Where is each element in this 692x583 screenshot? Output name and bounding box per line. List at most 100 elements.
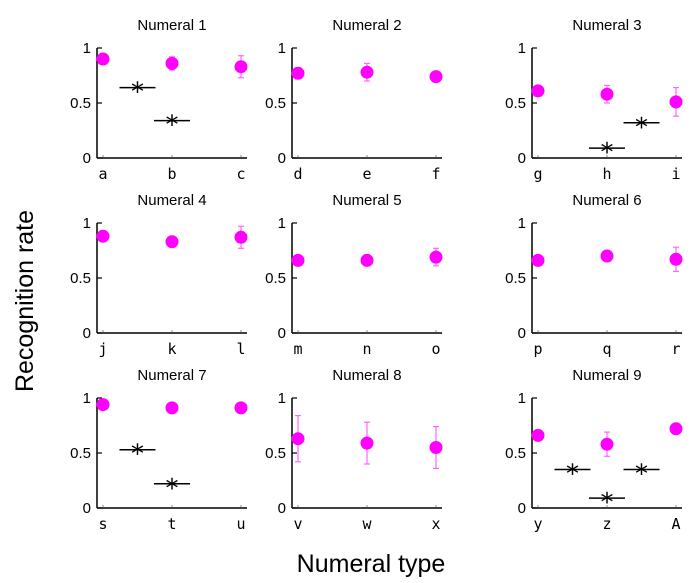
y-tick-label: 1 xyxy=(278,390,286,407)
x-tick-label: e xyxy=(362,165,371,183)
y-tick-label: 0.5 xyxy=(70,445,91,462)
y-tick-label: 0 xyxy=(518,325,526,342)
significance-star: * xyxy=(131,440,144,470)
data-point xyxy=(96,52,110,66)
x-tick-label: s xyxy=(98,515,107,533)
data-point xyxy=(234,60,248,74)
panel-4: Numeral 4 0 0.5 1 j k l xyxy=(70,192,248,358)
data-point xyxy=(429,70,443,84)
x-tick-label: h xyxy=(602,165,611,183)
x-tick-label: g xyxy=(533,165,542,183)
x-tick-label: o xyxy=(431,340,440,358)
panel-title: Numeral 3 xyxy=(572,17,641,34)
panel-2: Numeral 2 0 0.5 1 d e f xyxy=(265,17,443,183)
x-tick-label: t xyxy=(167,515,176,533)
y-tick-label: 0 xyxy=(278,500,286,517)
panel-title: Numeral 8 xyxy=(332,367,401,384)
panel-title: Numeral 7 xyxy=(137,367,206,384)
x-tick-label: a xyxy=(98,165,107,183)
data-point xyxy=(360,436,374,450)
y-tick-label: 0.5 xyxy=(265,445,286,462)
data-point xyxy=(234,401,248,415)
x-tick-label: w xyxy=(362,515,372,533)
data-point xyxy=(429,250,443,264)
y-tick-label: 1 xyxy=(278,215,286,232)
y-tick-label: 0 xyxy=(83,150,91,167)
y-tick-label: 0 xyxy=(278,325,286,342)
y-tick-label: 0 xyxy=(83,325,91,342)
y-axis-label: Recognition rate xyxy=(11,210,39,392)
x-tick-label: p xyxy=(533,340,542,358)
y-tick-label: 0 xyxy=(278,150,286,167)
data-point xyxy=(669,95,683,109)
panel-6: Numeral 6 0 0.5 1 p q r xyxy=(505,192,683,358)
panel-title: Numeral 6 xyxy=(572,192,641,209)
y-tick-label: 0.5 xyxy=(70,95,91,112)
x-tick-label: x xyxy=(431,515,440,533)
x-tick-label: u xyxy=(236,515,245,533)
data-point xyxy=(96,398,110,412)
data-point xyxy=(531,253,545,267)
data-point xyxy=(600,87,614,101)
panel-9: Numeral 9 0 0.5 1 y z A * * * xyxy=(505,367,683,533)
x-tick-label: b xyxy=(167,165,176,183)
panel-title: Numeral 1 xyxy=(137,17,206,34)
y-tick-label: 1 xyxy=(518,40,526,57)
data-point xyxy=(600,249,614,263)
y-tick-label: 1 xyxy=(278,40,286,57)
y-tick-label: 0.5 xyxy=(505,95,526,112)
panel-5: Numeral 5 0 0.5 1 m n o xyxy=(265,192,443,358)
panel-title: Numeral 5 xyxy=(332,192,401,209)
x-tick-label: n xyxy=(362,340,371,358)
data-point xyxy=(531,428,545,442)
y-tick-label: 1 xyxy=(518,390,526,407)
data-point xyxy=(600,437,614,451)
x-tick-label: z xyxy=(602,515,611,533)
data-point xyxy=(165,56,179,70)
y-tick-label: 0 xyxy=(518,500,526,517)
panel-title: Numeral 4 xyxy=(137,192,206,209)
y-tick-label: 1 xyxy=(83,40,91,57)
data-point xyxy=(531,84,545,98)
data-point xyxy=(291,432,305,446)
x-tick-label: A xyxy=(671,515,680,533)
x-tick-label: i xyxy=(671,165,680,183)
x-axis-label: Numeral type xyxy=(297,550,446,578)
x-tick-label: m xyxy=(293,340,302,358)
y-tick-label: 0.5 xyxy=(505,270,526,287)
y-tick-label: 1 xyxy=(83,215,91,232)
x-tick-label: f xyxy=(431,165,440,183)
x-tick-label: r xyxy=(671,340,680,358)
data-point xyxy=(429,441,443,454)
x-tick-label: k xyxy=(167,340,176,358)
significance-star: * xyxy=(635,460,648,490)
data-point xyxy=(291,66,305,80)
data-point xyxy=(360,65,374,79)
data-point xyxy=(360,253,374,267)
data-point xyxy=(165,401,179,415)
y-tick-label: 0 xyxy=(518,150,526,167)
significance-star: * xyxy=(166,474,179,504)
y-tick-label: 0 xyxy=(83,500,91,517)
significance-star: * xyxy=(131,78,144,108)
x-tick-label: d xyxy=(293,165,302,183)
y-tick-label: 0.5 xyxy=(505,445,526,462)
data-point xyxy=(291,253,305,267)
x-tick-label: y xyxy=(533,515,542,533)
data-point xyxy=(96,229,110,243)
data-point xyxy=(669,422,683,436)
panel-title: Numeral 2 xyxy=(332,17,401,34)
y-tick-label: 0.5 xyxy=(70,270,91,287)
x-tick-label: j xyxy=(98,340,107,358)
x-tick-label: l xyxy=(236,340,245,358)
significance-star: * xyxy=(635,113,648,143)
panel-3: Numeral 3 0 0.5 1 g h i * * xyxy=(505,17,683,183)
y-tick-label: 1 xyxy=(518,215,526,232)
panel-title: Numeral 9 xyxy=(572,367,641,384)
data-point xyxy=(669,252,683,266)
x-tick-label: v xyxy=(293,515,302,533)
y-tick-label: 0.5 xyxy=(265,270,286,287)
panel-8: Numeral 8 0 0.5 1 v w x xyxy=(265,367,443,533)
x-tick-label: q xyxy=(602,340,611,358)
